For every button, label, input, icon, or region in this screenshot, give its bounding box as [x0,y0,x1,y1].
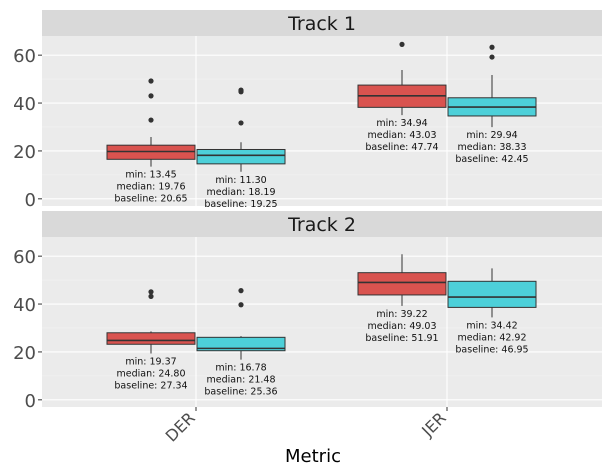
y-tick-label: 0 [25,190,36,211]
annotation-line: min: 16.78 [215,363,266,374]
outlier-point [489,54,495,60]
annotation-line: baseline: 46.95 [455,344,528,355]
x-axis: DER JER [162,407,450,446]
annotation-line: median: 42.92 [457,332,526,343]
box-annotation: min: 29.94 median: 38.33 baseline: 42.45 [455,130,528,165]
box-annotation: min: 13.45 median: 19.76 baseline: 20.65 [114,170,187,205]
box-annotation: min: 34.94 median: 43.03 baseline: 47.74 [365,118,438,153]
box-der-series-1: min: 13.45 median: 19.76 baseline: 20.65 [106,78,196,205]
outlier-point [238,87,244,93]
outlier-point [148,78,154,84]
annotation-line: min: 11.30 [215,175,266,186]
box-body [196,148,286,165]
box-body [196,336,286,352]
outlier-point [238,120,244,126]
outlier-point [148,293,154,299]
box-jer-series-1: min: 39.22 median: 49.03 baseline: 51.91 [357,254,447,344]
annotation-line: min: 39.22 [376,309,427,320]
facet-title: Track 2 [287,214,356,236]
annotation-line: median: 18.19 [206,187,275,198]
annotation-line: median: 43.03 [367,130,436,141]
box-body [106,332,196,345]
outlier-point [238,288,244,294]
annotation-line: min: 34.42 [466,320,517,331]
facet-title: Track 1 [287,13,356,35]
box-der-series-2: min: 16.78 median: 21.48 baseline: 25.36 [196,288,286,398]
y-tick-label: 20 [13,142,36,163]
box-body [357,272,447,296]
y-tick-label: 0 [25,391,36,412]
y-tick-label: 20 [13,343,36,364]
annotation-line: median: 38.33 [457,142,526,153]
annotation-line: median: 49.03 [367,321,436,332]
outlier-point [148,93,154,99]
annotation-line: baseline: 27.34 [114,380,187,391]
box-annotation: min: 16.78 median: 21.48 baseline: 25.36 [204,363,277,398]
plot-background [42,237,602,407]
x-tick-label: JER [417,408,449,440]
facet-strip [42,211,602,237]
box-jer-series-1: min: 34.94 median: 43.03 baseline: 47.74 [357,41,447,153]
x-axis-label: Metric [285,446,341,467]
annotation-line: baseline: 51.91 [365,333,438,344]
outlier-point [489,44,495,50]
annotation-line: baseline: 20.65 [114,194,187,205]
y-tick-label: 60 [13,247,36,268]
x-tick-label: DER [162,408,199,445]
annotation-line: min: 29.94 [466,130,517,141]
box-jer-series-2: min: 29.94 median: 38.33 baseline: 42.45 [447,44,537,165]
box-annotation: min: 34.42 median: 42.92 baseline: 46.95 [455,320,528,355]
box-annotation: min: 19.37 median: 24.80 baseline: 27.34 [114,356,187,391]
plot-background [42,36,602,206]
box-der-series-2: min: 11.30 median: 18.19 baseline: 19.25 [196,87,286,210]
annotation-line: baseline: 42.45 [455,154,528,165]
annotation-line: min: 34.94 [376,118,427,129]
box-body [447,280,537,308]
box-annotation: min: 39.22 median: 49.03 baseline: 51.91 [365,309,438,344]
outlier-point [148,117,154,123]
y-tick-label: 40 [13,94,36,115]
box-annotation: min: 11.30 median: 18.19 baseline: 19.25 [204,175,277,210]
annotation-line: min: 13.45 [125,170,176,181]
outlier-point [399,41,405,47]
outlier-point [148,289,154,295]
annotation-line: baseline: 47.74 [365,142,438,153]
annotation-line: median: 24.80 [116,368,185,379]
facet-strip [42,10,602,36]
annotation-line: baseline: 25.36 [204,387,277,398]
annotation-line: median: 19.76 [116,182,185,193]
box-jer-series-2: min: 34.42 median: 42.92 baseline: 46.95 [447,268,537,355]
annotation-line: median: 21.48 [206,375,275,386]
y-tick-label: 60 [13,46,36,67]
box-der-series-1: min: 19.37 median: 24.80 baseline: 27.34 [106,289,196,391]
annotation-line: min: 19.37 [125,356,176,367]
outlier-point [238,302,244,308]
y-tick-label: 40 [13,295,36,316]
annotation-line: baseline: 19.25 [204,199,277,210]
